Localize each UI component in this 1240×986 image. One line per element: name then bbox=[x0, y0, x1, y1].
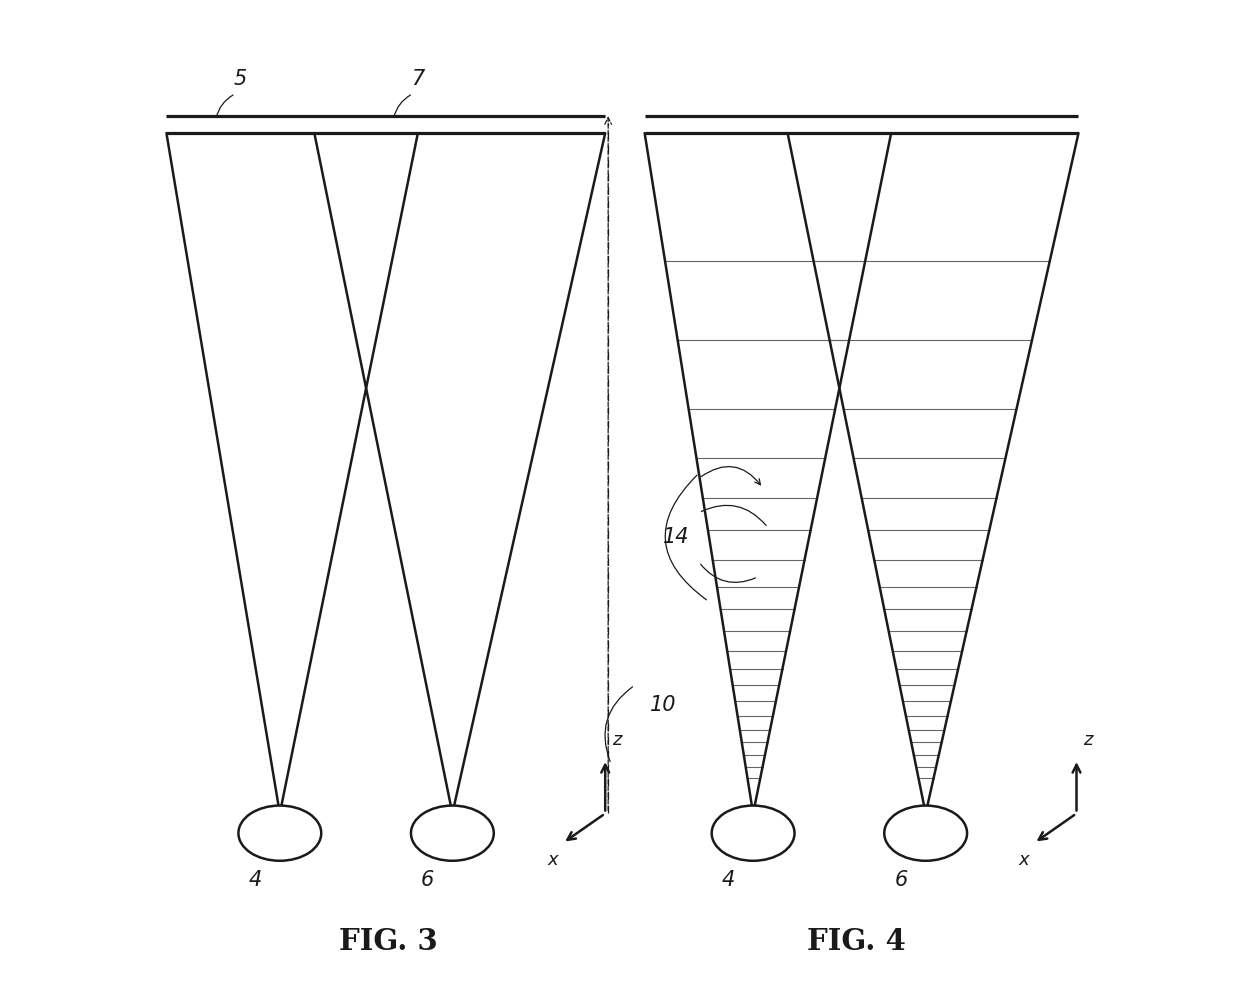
Text: 4: 4 bbox=[248, 870, 262, 889]
Text: 14: 14 bbox=[662, 528, 689, 547]
Text: x: x bbox=[547, 851, 558, 869]
Text: 10: 10 bbox=[650, 695, 676, 715]
Ellipse shape bbox=[238, 806, 321, 861]
Text: FIG. 3: FIG. 3 bbox=[339, 927, 438, 956]
Text: 6: 6 bbox=[422, 870, 434, 889]
Text: z: z bbox=[613, 732, 621, 749]
Text: FIG. 4: FIG. 4 bbox=[807, 927, 906, 956]
Ellipse shape bbox=[884, 806, 967, 861]
Text: 7: 7 bbox=[412, 69, 424, 89]
Text: x: x bbox=[1018, 851, 1029, 869]
Ellipse shape bbox=[712, 806, 795, 861]
Ellipse shape bbox=[410, 806, 494, 861]
Text: 4: 4 bbox=[722, 870, 735, 889]
Text: 5: 5 bbox=[234, 69, 247, 89]
Text: z: z bbox=[1084, 732, 1092, 749]
Text: 6: 6 bbox=[894, 870, 908, 889]
